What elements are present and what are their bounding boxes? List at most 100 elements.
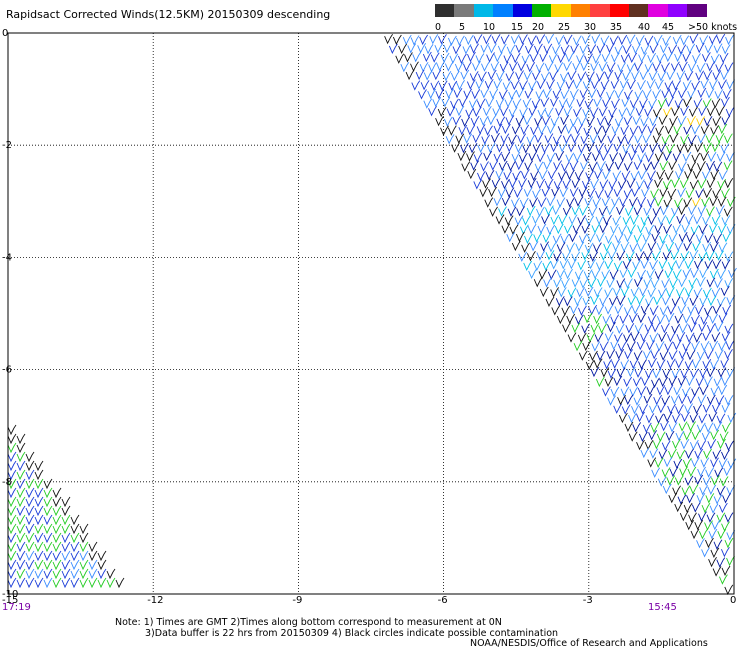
wind-barb bbox=[16, 451, 26, 463]
wind-barb bbox=[581, 178, 591, 190]
wind-barb bbox=[693, 332, 703, 343]
wind-barb bbox=[642, 89, 652, 100]
wind-barb bbox=[88, 577, 98, 589]
wind-barb bbox=[688, 277, 698, 289]
wind-barb bbox=[639, 286, 649, 297]
wind-barb bbox=[7, 496, 17, 508]
wind-barb bbox=[550, 96, 559, 108]
wind-barb bbox=[659, 43, 669, 54]
wind-barb bbox=[718, 313, 728, 324]
wind-barb bbox=[564, 268, 573, 280]
wind-barb bbox=[616, 367, 626, 378]
wind-barb bbox=[500, 106, 509, 117]
wind-barb bbox=[460, 69, 470, 81]
wind-barb bbox=[650, 159, 660, 171]
wind-barb bbox=[631, 304, 641, 315]
wind-barb bbox=[695, 42, 705, 54]
wind-barb bbox=[718, 242, 728, 253]
wind-barb bbox=[596, 43, 606, 54]
wind-barb bbox=[388, 43, 398, 55]
wind-barb bbox=[609, 152, 619, 163]
wind-barb bbox=[704, 259, 714, 270]
legend-label: 30 bbox=[584, 22, 597, 33]
wind-barb bbox=[457, 53, 467, 64]
wind-barb bbox=[486, 142, 496, 154]
wind-barb bbox=[705, 493, 715, 504]
wind-barb bbox=[570, 43, 580, 54]
wind-barb bbox=[16, 442, 26, 454]
wind-barb bbox=[616, 295, 626, 306]
wind-barb bbox=[652, 89, 662, 100]
wind-barb bbox=[7, 559, 17, 571]
wind-barb bbox=[710, 359, 719, 370]
wind-barb bbox=[470, 115, 480, 127]
wind-barb bbox=[34, 559, 44, 571]
wind-barb bbox=[618, 412, 628, 424]
wind-barb bbox=[602, 123, 612, 135]
wind-barb bbox=[538, 169, 548, 180]
wind-barb bbox=[620, 241, 630, 253]
wind-barb bbox=[633, 350, 643, 361]
wind-barb bbox=[696, 493, 706, 504]
wind-barb bbox=[686, 232, 695, 243]
wind-barb bbox=[643, 161, 652, 172]
wind-barb bbox=[568, 214, 578, 225]
wind-barb bbox=[475, 53, 485, 64]
wind-barb bbox=[718, 223, 727, 235]
wind-barb bbox=[577, 332, 587, 343]
wind-barb bbox=[620, 386, 630, 397]
wind-barb bbox=[696, 62, 706, 74]
wind-barb bbox=[616, 204, 625, 216]
wind-barb bbox=[704, 43, 714, 54]
wind-barb bbox=[541, 186, 551, 198]
wind-barb bbox=[586, 232, 596, 243]
wind-barb bbox=[384, 33, 393, 45]
wind-barb bbox=[70, 577, 80, 589]
wind-barb bbox=[677, 116, 687, 127]
wind-barb bbox=[626, 178, 636, 189]
time-right-label: 15:45 bbox=[648, 602, 677, 613]
wind-barb bbox=[708, 556, 717, 568]
wind-barb bbox=[52, 523, 62, 535]
y-tick-label: -8 bbox=[2, 477, 12, 488]
wind-barb bbox=[693, 98, 703, 109]
wind-barb bbox=[402, 34, 412, 46]
wind-barb bbox=[649, 332, 659, 343]
wind-barb bbox=[61, 505, 71, 517]
wind-barb bbox=[547, 169, 557, 180]
wind-barb bbox=[532, 70, 541, 81]
wind-barb bbox=[606, 89, 615, 100]
wind-barb bbox=[649, 259, 659, 271]
wind-barb bbox=[720, 358, 730, 369]
wind-barb bbox=[528, 80, 538, 91]
wind-barb bbox=[25, 532, 35, 544]
wind-barb bbox=[588, 161, 598, 172]
wind-barb bbox=[481, 134, 491, 145]
wind-barb bbox=[704, 520, 713, 531]
wind-barb bbox=[596, 350, 606, 361]
wind-barb bbox=[565, 79, 575, 90]
wind-barb bbox=[7, 541, 17, 553]
wind-barb bbox=[7, 523, 17, 535]
wind-barb bbox=[658, 259, 668, 270]
wind-barb bbox=[512, 98, 522, 109]
wind-barb bbox=[640, 447, 650, 459]
wind-barb bbox=[609, 295, 618, 307]
wind-barb bbox=[557, 124, 567, 135]
wind-barb bbox=[696, 276, 706, 288]
wind-barb bbox=[70, 568, 80, 580]
wind-barb bbox=[696, 349, 706, 361]
legend-swatch bbox=[629, 4, 649, 17]
wind-barb bbox=[493, 79, 503, 90]
wind-barb bbox=[571, 277, 581, 288]
wind-barb bbox=[582, 79, 592, 90]
wind-barb bbox=[528, 151, 538, 162]
wind-barb bbox=[722, 422, 731, 433]
wind-barb bbox=[666, 70, 676, 81]
wind-barb bbox=[666, 214, 675, 225]
wind-barb bbox=[686, 493, 695, 504]
wind-barb bbox=[622, 215, 632, 226]
wind-barb bbox=[707, 295, 717, 307]
wind-barb bbox=[468, 142, 478, 154]
wind-barb bbox=[588, 304, 598, 316]
